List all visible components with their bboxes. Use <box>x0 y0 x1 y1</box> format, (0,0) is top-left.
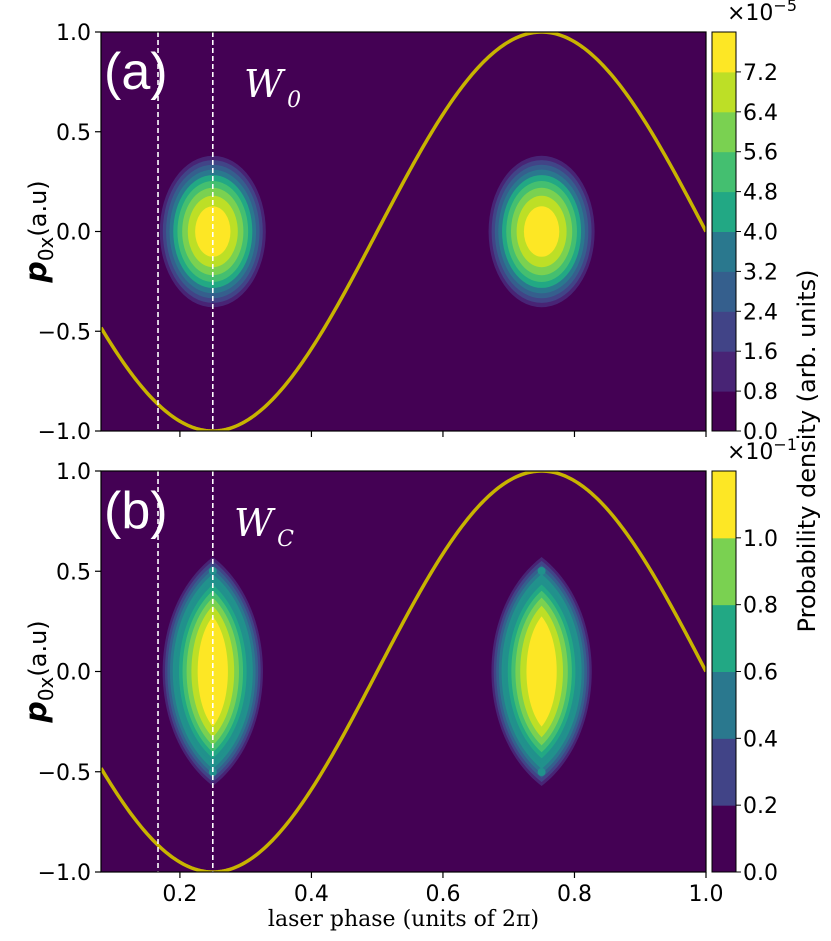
colorbar-segment <box>712 391 736 432</box>
panel-label: (a) <box>104 43 168 101</box>
panel-label: (b) <box>104 482 168 540</box>
colorbar-tick-label: 0.0 <box>743 861 778 886</box>
y-tick-label: −1.0 <box>38 420 91 445</box>
colorbar-segment <box>712 671 736 739</box>
y-tick-label: −1.0 <box>38 861 91 886</box>
colorbar-tick-label: 5.6 <box>743 141 778 166</box>
y-axis-label: p0x(a.u) <box>19 180 58 283</box>
colorbar-tick-label: 4.8 <box>743 181 778 206</box>
colorbar-segment <box>712 32 736 73</box>
x-tick-label: 0.2 <box>162 882 197 907</box>
y-tick-label: −0.5 <box>38 320 91 345</box>
colorbar-segment <box>712 271 736 312</box>
x-tick-label: 1.0 <box>689 882 724 907</box>
y-tick-label: 1.0 <box>56 21 91 46</box>
colorbar-tick-label: 4.0 <box>743 221 778 246</box>
colorbar-tick-label: 7.2 <box>743 61 778 86</box>
x-axis-label: laser phase (units of 2π) <box>268 907 539 932</box>
y-label-sub: 0x <box>34 676 58 701</box>
colorbar-scale-base: ×10 <box>727 1 773 26</box>
colorbar-segment <box>712 111 736 153</box>
laser-field-curve <box>101 32 706 431</box>
colorbar-scale: ×10−5 <box>727 0 797 26</box>
panel-a: (a) W 0−1.0−0.50.00.51.0p0x(a.u)0.00.81.62… <box>19 0 797 445</box>
colorbar-segment <box>712 471 736 539</box>
density-peak-2 <box>491 556 592 787</box>
colorbar-segment <box>712 738 736 806</box>
plot-area <box>101 32 706 431</box>
colorbar-segment <box>712 191 736 232</box>
plot-area <box>101 471 706 872</box>
contour-tip-bottom <box>537 768 546 777</box>
colorbar-scale-exponent: −5 <box>773 0 797 15</box>
y-axis-label: p0x(a.u) <box>19 620 58 723</box>
contour-tip-top <box>537 566 546 575</box>
panel-b: (b) W C −1.0 −0.5 0.0 0.5 1.0 0.2 0.4 0.6 0.8 1.0 p0x… <box>19 435 797 932</box>
colorbar-segment <box>712 351 736 392</box>
colorbar-segment <box>712 71 736 113</box>
y-tick-label: 1.0 <box>56 460 91 485</box>
laser-field-curve <box>101 471 706 872</box>
colorbar-tick-label: 3.2 <box>743 260 778 285</box>
colorbar-segment <box>712 805 736 873</box>
colorbar-scale-exponent: −1 <box>773 435 797 454</box>
panel-title-main: W <box>244 62 286 106</box>
contour-tip-bottom <box>208 768 217 777</box>
colorbar-segment <box>712 537 736 606</box>
y-tick-label: 0.5 <box>56 560 91 585</box>
contour-level-11 <box>526 616 557 727</box>
colorbar-tick-label: 6.4 <box>743 101 778 126</box>
x-tick-label: 0.6 <box>425 882 460 907</box>
y-tick-label: 0.5 <box>56 121 91 146</box>
panel-title-main: W <box>234 501 276 545</box>
colorbar-tick-label: 0.8 <box>743 594 778 619</box>
y-tick-label: 0.0 <box>56 221 91 246</box>
colorbar-segment <box>712 311 736 352</box>
panel-title-subscript: C <box>277 527 294 552</box>
colorbar-scale-base: ×10 <box>727 440 773 465</box>
y-label-main: p <box>19 261 54 283</box>
colorbar-tick-label: 0.8 <box>743 380 778 405</box>
density-peak-1 <box>159 155 266 308</box>
colorbar-label: Probability density (arb. units) <box>793 270 821 633</box>
colorbar-tick-label: 2.4 <box>743 300 778 325</box>
colorbar-tick-label: 0.4 <box>743 727 778 752</box>
colorbar-tick-label: 0.6 <box>743 661 778 686</box>
colorbar-segment <box>712 231 736 272</box>
y-label-sub: 0x <box>34 236 58 261</box>
colorbar-segment <box>712 604 736 672</box>
colorbar-tick-label: 1.0 <box>743 527 778 552</box>
panel-title-subscript: 0 <box>287 88 301 113</box>
density-peak-2 <box>488 155 595 308</box>
colorbar-tick-label: 1.6 <box>743 340 778 365</box>
x-tick-label: 0.8 <box>557 882 592 907</box>
colorbar-segment <box>712 151 736 193</box>
colorbar-scale: ×10−1 <box>727 435 797 465</box>
contour-level-9 <box>195 206 231 257</box>
colorbar-tick-label: 0.0 <box>743 420 778 445</box>
colorbar-tick-label: 0.2 <box>743 794 778 819</box>
y-label-main: p <box>19 701 54 723</box>
x-tick-label: 0.4 <box>294 882 329 907</box>
y-tick-label: 0.0 <box>56 661 91 686</box>
y-tick-label: −0.5 <box>38 761 91 786</box>
y-label-unit: (a.u) <box>24 180 52 236</box>
contour-level-9 <box>523 206 560 257</box>
y-label-unit: (a.u) <box>24 620 52 676</box>
